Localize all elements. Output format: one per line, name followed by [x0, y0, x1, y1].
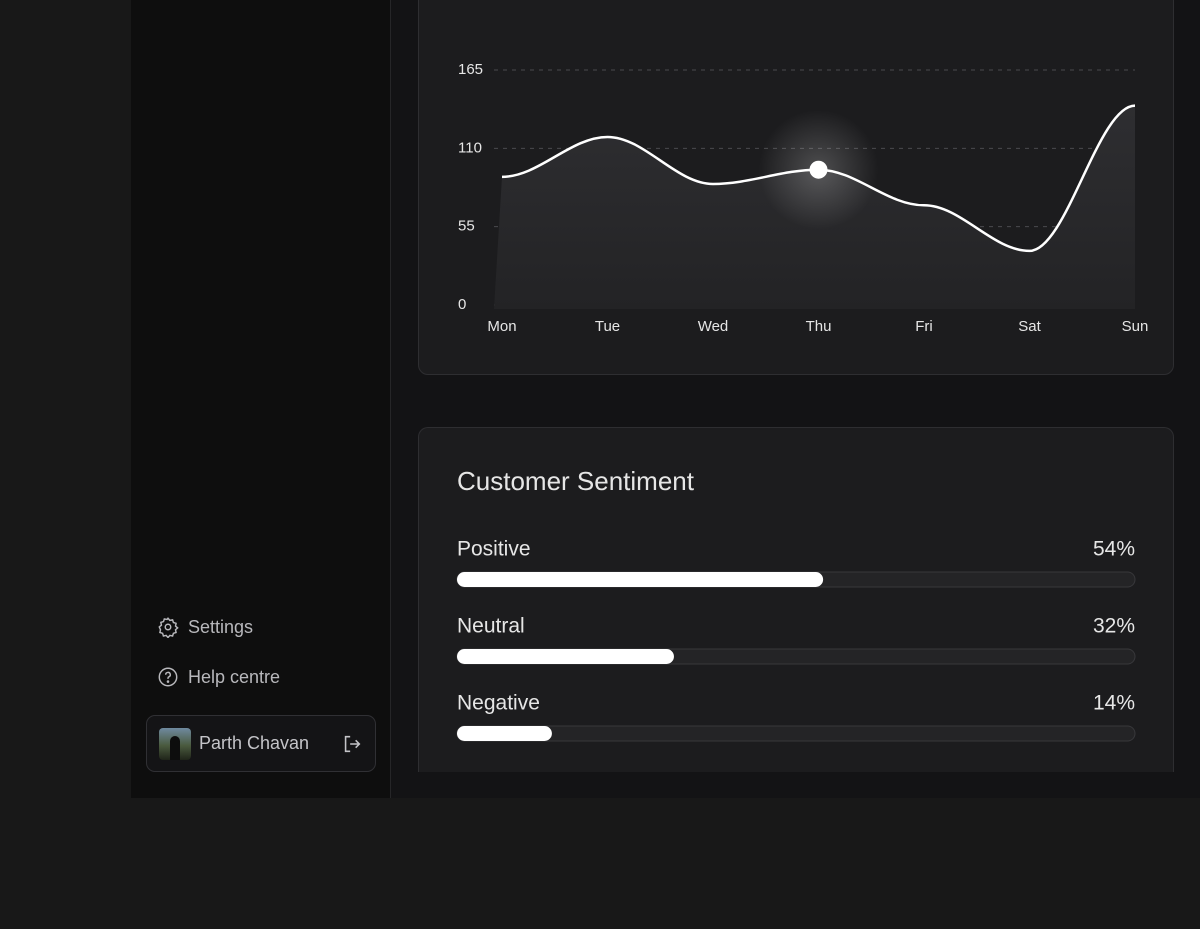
- x-tick-label: Sun: [1122, 318, 1149, 335]
- settings-label: Settings: [188, 616, 254, 637]
- x-tick-label: Mon: [487, 318, 516, 335]
- x-tick-label: Fri: [915, 318, 933, 335]
- bar-value-label: 14%: [1093, 692, 1135, 715]
- sentiment-card: Customer Sentiment Positive 54% Neutral 32%…: [418, 427, 1174, 788]
- sentiment-title: Customer Sentiment: [457, 466, 695, 496]
- help-icon: [158, 667, 178, 687]
- x-tick-label: Sat: [1018, 318, 1041, 335]
- bar-value-label: 32%: [1093, 615, 1135, 638]
- fade: [418, 772, 1174, 798]
- user-name: Parth Chavan: [199, 733, 310, 753]
- bar: [457, 649, 674, 664]
- user-card: Parth Chavan: [146, 715, 376, 772]
- help-link[interactable]: Help centre: [157, 666, 280, 688]
- bar: [457, 572, 824, 587]
- y-tick-label: 110: [458, 139, 482, 156]
- bar-track: [456, 725, 1136, 742]
- sidebar: Settings Help centre Parth Chavan: [131, 0, 391, 798]
- highlight-point: [809, 160, 828, 179]
- x-tick-label: Wed: [698, 318, 729, 335]
- bar-label: Positive: [457, 538, 531, 561]
- bar: [457, 726, 552, 741]
- logout-button[interactable]: [341, 733, 363, 755]
- y-tick-label: 55: [458, 218, 475, 235]
- settings-icon: [158, 617, 179, 638]
- settings-link[interactable]: Settings: [157, 616, 253, 638]
- y-tick-label: 0: [458, 296, 466, 313]
- avatar: [159, 728, 191, 760]
- y-tick-label: 165: [458, 61, 483, 78]
- sentiment-chart: Customer Sentiment Positive 54% Neutral 32%…: [456, 466, 1136, 742]
- line-chart: 0 55 110 165 Mon Tue Wed Thu Fri Sat Sun: [458, 61, 1149, 335]
- bar-label: Negative: [457, 692, 540, 715]
- bar-label: Neutral: [457, 615, 525, 638]
- bar-value-label: 54%: [1093, 538, 1135, 561]
- help-label: Help centre: [188, 666, 281, 687]
- x-tick-label: Tue: [595, 318, 620, 335]
- x-tick-label: Thu: [806, 318, 832, 335]
- line-chart-card: 0 55 110 165 Mon Tue Wed Thu Fri Sat Sun: [418, 0, 1174, 375]
